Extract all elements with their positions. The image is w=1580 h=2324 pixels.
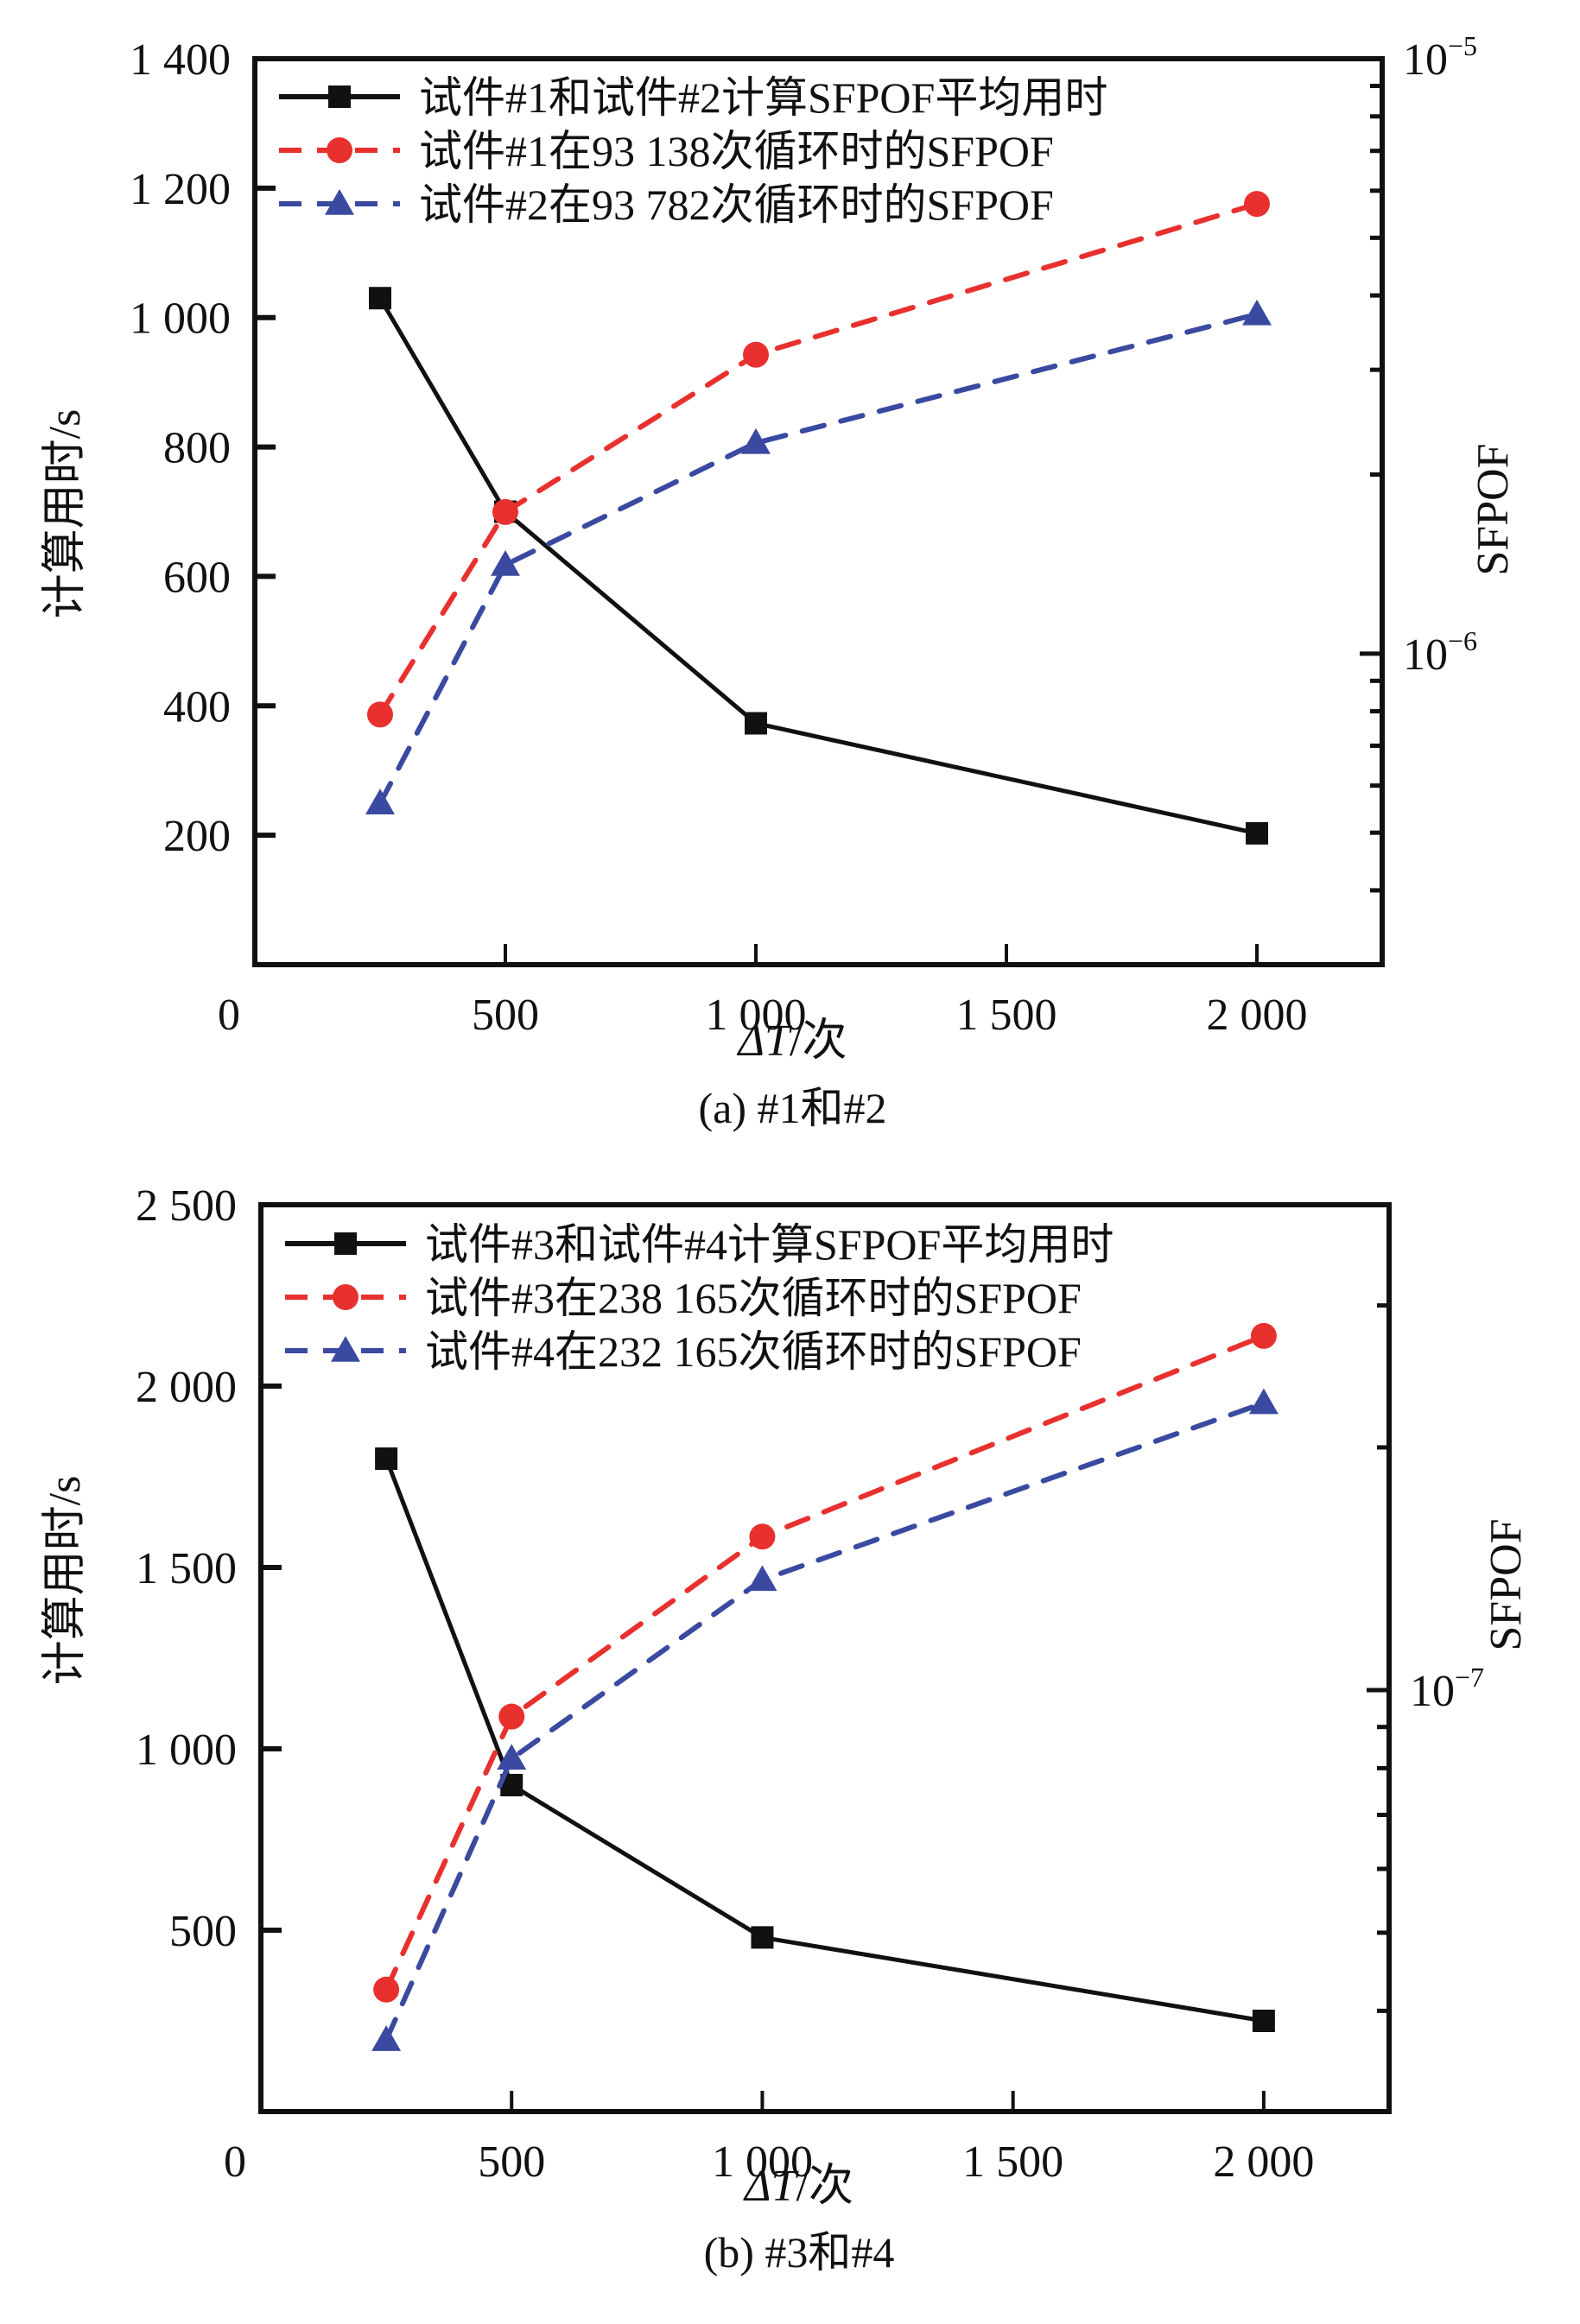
data-point — [371, 2025, 402, 2051]
x-tick-label: 0 — [224, 2137, 246, 2187]
legend-marker — [333, 1284, 359, 1310]
y-tick-label: 600 — [163, 553, 231, 602]
legend-marker — [327, 137, 352, 163]
y-tick-label: 1 500 — [136, 1544, 237, 1593]
data-point — [1252, 2010, 1275, 2032]
y2-tick-label: 10−5 — [1403, 30, 1477, 85]
data-point — [1248, 1388, 1279, 1415]
data-point — [369, 287, 391, 310]
data-point — [1242, 299, 1272, 326]
x-tick-label: 2 000 — [1207, 991, 1308, 1040]
data-point — [1250, 1322, 1277, 1349]
x-axis-title-unit: /次 — [790, 1016, 847, 1066]
y2-tick-label-exponent: −5 — [1448, 30, 1477, 61]
legend-label: 试件#3和试件#4计算SFPOF平均用时 — [425, 1220, 1114, 1269]
x-tick-label: 2 000 — [1213, 2137, 1314, 2187]
chart-panel-b: 0 500 1 000 1 500 2 000 500 1 000 1 500 2 000 2 5… — [41, 1181, 1531, 2277]
y2-tick-label-base: 10 — [1410, 1667, 1455, 1716]
x-axis-title-symbol: ΔT — [737, 1016, 793, 1066]
data-point — [498, 1703, 525, 1730]
legend-label: 试件#4在232 165次循环时的SFPOF — [425, 1327, 1082, 1376]
series-line — [378, 311, 1260, 807]
y-tick-label: 400 — [163, 682, 231, 731]
plot-frame — [252, 56, 1385, 967]
series-circle-sfpof — [367, 191, 1270, 728]
x-tick-label: 1 500 — [956, 991, 1057, 1040]
data-point — [492, 498, 518, 525]
x-axis-title-unit: /次 — [796, 2162, 853, 2211]
x-tick-label: 0 — [218, 991, 240, 1040]
legend-marker — [328, 85, 351, 108]
y2-tick-label: 10−6 — [1403, 625, 1477, 680]
legend-label: 试件#1在93 138次循环时的SFPOF — [419, 127, 1054, 175]
y-tick-label: 1 200 — [130, 165, 231, 214]
panel-caption: (b) #3和#4 — [704, 2228, 895, 2277]
legend-marker — [325, 189, 354, 215]
x-axis-title-symbol: ΔT — [743, 2162, 799, 2211]
data-point — [373, 1976, 400, 2003]
y-tick-label: 1 000 — [130, 294, 231, 344]
series-triangle-sfpof — [365, 299, 1272, 815]
x-tick-label: 1 000 — [706, 991, 807, 1040]
plot-frame — [258, 1202, 1392, 2114]
series-line — [384, 1333, 1266, 1992]
x-tick-label: 1 000 — [712, 2137, 813, 2187]
x-axis-title: ΔT/次 — [737, 1016, 847, 1066]
data-point — [367, 701, 393, 728]
data-point — [743, 341, 769, 368]
data-point — [745, 712, 767, 735]
data-point — [1246, 821, 1268, 845]
y-axis-title: 计算用时/s — [41, 1476, 90, 1686]
data-point — [375, 1447, 398, 1470]
data-point — [1244, 191, 1270, 218]
data-point — [365, 788, 395, 815]
series-square-time — [375, 1447, 1275, 2032]
data-point — [497, 1744, 527, 1770]
data-point — [741, 427, 771, 454]
legend-marker — [334, 1232, 357, 1255]
x-tick-label: 500 — [472, 991, 539, 1040]
y2-tick-label-base: 10 — [1403, 630, 1448, 680]
series-line — [378, 201, 1260, 718]
y2-tick-label-base: 10 — [1403, 35, 1448, 85]
series-circle-sfpof — [373, 1322, 1277, 2003]
data-point — [491, 550, 520, 576]
series-line — [378, 295, 1260, 836]
y2-tick-label-exponent: −6 — [1448, 625, 1477, 656]
series-line — [384, 1400, 1266, 2043]
y-tick-label: 2 500 — [136, 1181, 237, 1231]
y2-tick-label: 10−7 — [1410, 1662, 1484, 1716]
x-tick-label: 1 500 — [962, 2137, 1063, 2187]
y-tick-label: 1 400 — [130, 35, 231, 85]
legend-label: 试件#1和试件#2计算SFPOF平均用时 — [419, 73, 1107, 122]
y2-tick-label-exponent: −7 — [1455, 1662, 1484, 1693]
data-point — [749, 1523, 776, 1550]
data-point — [751, 1926, 774, 1949]
legend-label: 试件#2在93 782次循环时的SFPOF — [419, 180, 1054, 229]
y-tick-label: 1 000 — [136, 1726, 237, 1775]
series-line — [384, 1456, 1266, 2023]
chart-panel-a: 0 500 1 000 1 500 2 000 200 400 600 800 1 000 1 20… — [41, 30, 1518, 1132]
y2-axis-title: SFPOF — [1469, 443, 1518, 575]
y-tick-label: 500 — [169, 1907, 237, 1956]
y-tick-label: 2 000 — [136, 1363, 237, 1412]
legend-marker — [331, 1336, 360, 1362]
y-tick-label: 800 — [163, 424, 231, 473]
x-axis-title: ΔT/次 — [743, 2162, 853, 2211]
panel-caption: (a) #1和#2 — [699, 1084, 887, 1132]
series-triangle-sfpof — [371, 1388, 1279, 2051]
y-tick-label: 200 — [163, 812, 231, 861]
x-tick-label: 500 — [478, 2137, 545, 2187]
y-axis-title: 计算用时/s — [41, 409, 90, 619]
legend-label: 试件#3在238 165次循环时的SFPOF — [425, 1274, 1082, 1322]
y2-axis-title: SFPOF — [1482, 1518, 1531, 1650]
data-point — [747, 1565, 777, 1592]
